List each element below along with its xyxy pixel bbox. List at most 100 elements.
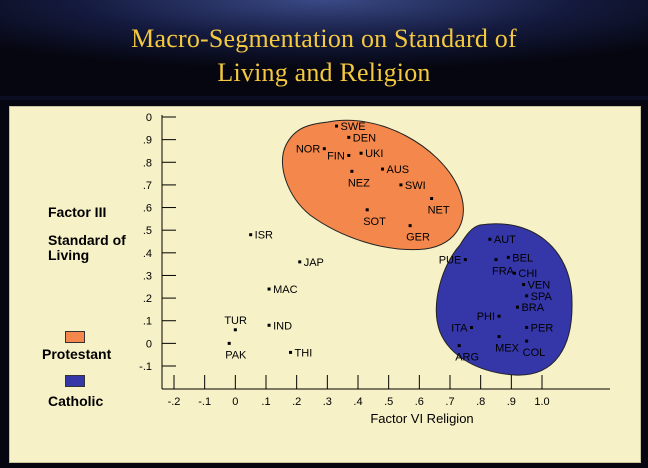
legend-protestant-swatch [65, 331, 85, 343]
x-tick-label-2: 0 [232, 396, 238, 408]
point-label-pue: PUE [439, 255, 462, 267]
point-thi [289, 350, 293, 354]
cluster-protestant [282, 119, 464, 251]
y-tick-label-8: .2 [143, 293, 152, 305]
point-label-swi: SWI [405, 180, 426, 192]
point-label-ven: VEN [528, 280, 551, 292]
y-tick-label-1: .9 [143, 135, 152, 147]
slide-title-line2: Living and Religion [217, 58, 431, 87]
x-tick-label-0: -.2 [168, 396, 181, 408]
point-tur [233, 328, 237, 332]
point-label-jap: JAP [304, 257, 324, 269]
point-label-aut: AUT [494, 234, 516, 246]
y-tick-label-9: .1 [143, 316, 152, 328]
point-per [525, 326, 529, 330]
point-label-ger: GER [406, 232, 430, 244]
point-label-pak: PAK [225, 349, 247, 361]
point-label-spa: SPA [531, 291, 553, 303]
y-tick-label-2: .8 [143, 157, 152, 169]
point-label-ind: IND [273, 320, 292, 332]
y-tick-label-10: 0 [146, 338, 152, 350]
point-bra [515, 305, 519, 309]
point-label-thi: THI [295, 347, 313, 359]
x-tick-label-5: .3 [323, 396, 332, 408]
legend-protestant-label: Protestant [42, 346, 112, 362]
point-ven [522, 283, 526, 287]
x-tick-label-11: .9 [507, 396, 516, 408]
slide-title-line1: Macro-Segmentation on Standard of [131, 24, 517, 53]
point-nez [350, 169, 354, 173]
point-label-uki: UKI [365, 148, 383, 160]
x-tick-label-1: -.1 [198, 396, 211, 408]
y-tick-label-3: .7 [143, 180, 152, 192]
x-axis-title: Factor VI Religion [370, 411, 473, 426]
point-aus [381, 167, 385, 171]
y-tick-label-7: .3 [143, 270, 152, 282]
point-label-fra: FRA [492, 266, 515, 278]
y-tick-label-0: 0 [146, 112, 152, 124]
legend-catholic-label: Catholic [48, 393, 104, 409]
x-tick-label-4: .2 [292, 396, 301, 408]
point-mex [497, 335, 501, 339]
scatter-plot: 0 .9 .8 .7 .6 .5 .4 .3 .2 .1 0 -.1 -.2 -.1 0 .1 .2 .3 .4 .5… [139, 112, 610, 426]
y-axis-standard-label-2: Living [48, 247, 90, 263]
y-tick-label-11: -.1 [139, 361, 152, 373]
point-phi [497, 314, 501, 318]
point-ind [267, 323, 271, 327]
point-pak [227, 341, 231, 345]
y-axis-standard-label-1: Standard of [48, 232, 126, 248]
y-axis-factor-label: Factor III [48, 204, 107, 220]
point-nor [322, 147, 326, 151]
point-label-sot: SOT [363, 216, 386, 228]
point-swe [335, 124, 339, 128]
point-ita [469, 326, 473, 330]
x-tick-label-8: .6 [415, 396, 424, 408]
point-label-aus: AUS [387, 164, 410, 176]
point-bel [506, 255, 510, 259]
x-tick-label-3: .1 [261, 396, 270, 408]
point-label-swe: SWE [341, 121, 366, 133]
point-label-chi: CHI [518, 268, 537, 280]
point-fin [347, 153, 351, 157]
point-label-nez: NEZ [348, 177, 370, 189]
point-label-bra: BRA [521, 302, 544, 314]
point-label-den: DEN [353, 132, 376, 144]
x-tick-label-7: .5 [384, 396, 393, 408]
x-tick-label-12: 1.0 [534, 396, 549, 408]
point-uki [359, 151, 363, 155]
point-sot [365, 208, 369, 212]
point-isr [249, 233, 253, 237]
point-label-arg: ARG [455, 352, 479, 364]
legend-catholic-swatch [65, 375, 85, 387]
point-label-mac: MAC [273, 284, 298, 296]
chart-panel: 0 .9 .8 .7 .6 .5 .4 .3 .2 .1 0 -.1 -.2 -.1 0 .1 .2 .3 .4 .5… [9, 106, 641, 463]
point-jap [298, 260, 302, 264]
point-chi [512, 271, 516, 275]
point-label-col: COL [523, 347, 546, 359]
point-fra [494, 258, 498, 262]
point-label-mex: MEX [495, 343, 519, 355]
point-label-isr: ISR [255, 230, 273, 242]
point-label-net: NET [428, 204, 450, 216]
point-col [525, 339, 529, 343]
point-label-nor: NOR [296, 144, 321, 156]
point-aut [488, 237, 492, 241]
point-label-bel: BEL [512, 252, 533, 264]
point-label-tur: TUR [224, 315, 247, 327]
point-arg [457, 344, 461, 348]
point-ger [408, 224, 412, 228]
point-label-per: PER [531, 323, 554, 335]
point-spa [525, 294, 529, 298]
x-tick-label-10: .8 [476, 396, 485, 408]
cluster-catholic [436, 223, 573, 376]
y-tick-label-4: .6 [143, 203, 152, 215]
point-swi [399, 183, 403, 187]
point-den [347, 135, 351, 139]
x-tick-label-6: .4 [353, 396, 362, 408]
point-label-fin: FIN [327, 150, 345, 162]
y-tick-label-5: .5 [143, 225, 152, 237]
point-net [430, 196, 434, 200]
x-tick-label-9: .7 [445, 396, 454, 408]
point-label-ita: ITA [451, 323, 468, 335]
point-label-phi: PHI [477, 311, 495, 323]
